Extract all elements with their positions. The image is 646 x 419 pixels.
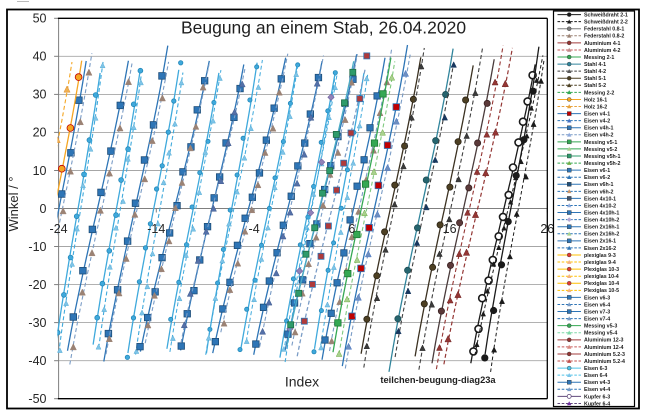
svg-text:Aluminium 5.2-4: Aluminium 5.2-4 xyxy=(584,359,625,365)
svg-text:Aluminium 12-3: Aluminium 12-3 xyxy=(584,338,623,344)
svg-text:26: 26 xyxy=(540,222,554,236)
svg-text:Eisen 2x16-2: Eisen 2x16-2 xyxy=(584,246,616,252)
svg-text:Winkel / °: Winkel / ° xyxy=(6,176,21,231)
svg-text:Kupfer 6-3: Kupfer 6-3 xyxy=(584,394,610,400)
svg-text:Aluminium 4-2: Aluminium 4-2 xyxy=(584,48,621,54)
svg-text:Eisen 6-3: Eisen 6-3 xyxy=(584,366,607,372)
svg-text:-20: -20 xyxy=(28,278,46,292)
svg-text:Eisen v4-1: Eisen v4-1 xyxy=(584,111,610,117)
svg-text:Messing v5-1: Messing v5-1 xyxy=(584,140,617,146)
svg-text:Schweißdraht 2-1: Schweißdraht 2-1 xyxy=(584,13,628,19)
svg-text:Aluminium 4-1: Aluminium 4-1 xyxy=(584,41,621,47)
svg-text:-50: -50 xyxy=(28,392,46,406)
svg-text:10: 10 xyxy=(33,164,47,178)
svg-text:-30: -30 xyxy=(28,316,46,330)
svg-text:Plexiglas 10-4: Plexiglas 10-4 xyxy=(584,281,619,287)
svg-text:Eisen v4-4: Eisen v4-4 xyxy=(584,387,610,393)
svg-text:Eisen v6-2: Eisen v6-2 xyxy=(584,175,610,181)
svg-text:Eisen 6-4: Eisen 6-4 xyxy=(584,373,607,379)
svg-text:Stahl 5-1: Stahl 5-1 xyxy=(584,76,606,82)
svg-text:Federstahl 0.8-1: Federstahl 0.8-1 xyxy=(584,27,624,33)
svg-text:Eisen v6-1: Eisen v6-1 xyxy=(584,168,610,174)
svg-text:Messing 2-2: Messing 2-2 xyxy=(584,90,614,96)
svg-text:Eisen 2x16h-1: Eisen 2x16h-1 xyxy=(584,225,619,231)
svg-text:6: 6 xyxy=(348,222,355,236)
svg-text:Eisen 4x10-1: Eisen 4x10-1 xyxy=(584,196,616,202)
svg-text:Eisen 2x16h-2: Eisen 2x16h-2 xyxy=(584,232,619,238)
svg-text:Plexiglas 10-3: Plexiglas 10-3 xyxy=(584,267,619,273)
svg-text:Eisen 4x10h-2: Eisen 4x10h-2 xyxy=(584,218,619,224)
svg-text:Messing 2-1: Messing 2-1 xyxy=(584,55,614,61)
svg-text:50: 50 xyxy=(33,12,47,26)
svg-text:-24: -24 xyxy=(50,222,68,236)
svg-text:Aluminium 5.2-3: Aluminium 5.2-3 xyxy=(584,352,625,358)
svg-text:Index: Index xyxy=(285,374,319,390)
svg-text:Messing v5h-1: Messing v5h-1 xyxy=(584,154,621,160)
svg-text:teilchen-beugung-diag23a: teilchen-beugung-diag23a xyxy=(380,375,496,385)
svg-text:plexiglas 9-4: plexiglas 9-4 xyxy=(584,260,616,266)
svg-text:Eisen v6h-1: Eisen v6h-1 xyxy=(584,182,613,188)
svg-text:plexiglas 9-3: plexiglas 9-3 xyxy=(584,253,616,259)
svg-text:Holz 16-2: Holz 16-2 xyxy=(584,104,607,110)
svg-text:-4: -4 xyxy=(249,222,260,236)
svg-text:Stahl 4-1: Stahl 4-1 xyxy=(584,62,606,68)
svg-text:-14: -14 xyxy=(147,222,165,236)
svg-text:Eisen v4h-2: Eisen v4h-2 xyxy=(584,133,613,139)
svg-text:Eisen 4x10h-1: Eisen 4x10h-1 xyxy=(584,210,619,216)
svg-text:Stahl 5-2: Stahl 5-2 xyxy=(584,83,606,89)
svg-text:Eisen v6h-2: Eisen v6h-2 xyxy=(584,189,613,195)
svg-text:Eisen 4x10-2: Eisen 4x10-2 xyxy=(584,203,616,209)
svg-text:20: 20 xyxy=(33,126,47,140)
svg-text:Messing v5-2: Messing v5-2 xyxy=(584,147,617,153)
svg-text:Eisen v4-2: Eisen v4-2 xyxy=(584,119,610,125)
svg-text:Messing v5h-2: Messing v5h-2 xyxy=(584,161,621,167)
svg-text:Kupfer 6-4: Kupfer 6-4 xyxy=(584,401,610,407)
svg-text:Holz 16-1: Holz 16-1 xyxy=(584,97,607,103)
svg-text:Eisen 2x16-1: Eisen 2x16-1 xyxy=(584,239,616,245)
svg-text:Plexiglas 10-5: Plexiglas 10-5 xyxy=(584,288,619,294)
svg-text:Stahl 4-2: Stahl 4-2 xyxy=(584,69,606,75)
svg-text:Schweißdraht 2-2: Schweißdraht 2-2 xyxy=(584,20,628,26)
svg-text:Federstahl 0.8-2: Federstahl 0.8-2 xyxy=(584,34,624,40)
svg-text:30: 30 xyxy=(33,88,47,102)
svg-text:Eisen v6-4: Eisen v6-4 xyxy=(584,302,610,308)
svg-text:Aluminium 12-4: Aluminium 12-4 xyxy=(584,345,623,351)
svg-text:-10: -10 xyxy=(28,240,46,254)
svg-text:0: 0 xyxy=(40,202,47,216)
svg-text:plexiglas 10-4: plexiglas 10-4 xyxy=(584,274,619,280)
svg-text:Eisen v7-4: Eisen v7-4 xyxy=(584,317,610,323)
svg-text:Beugung an einem Stab, 26.04.2: Beugung an einem Stab, 26.04.2020 xyxy=(181,18,466,38)
svg-text:Eisen v6-3: Eisen v6-3 xyxy=(584,295,610,301)
svg-text:Eisen v4-3: Eisen v4-3 xyxy=(584,380,610,386)
svg-text:16: 16 xyxy=(443,222,457,236)
svg-text:Messing v5-3: Messing v5-3 xyxy=(584,324,617,330)
svg-text:40: 40 xyxy=(33,50,47,64)
svg-text:Messing v5-4: Messing v5-4 xyxy=(584,331,617,337)
svg-text:-40: -40 xyxy=(28,354,46,368)
svg-text:Eisen v7-3: Eisen v7-3 xyxy=(584,309,610,315)
svg-text:Eisen v4h-1: Eisen v4h-1 xyxy=(584,126,613,132)
